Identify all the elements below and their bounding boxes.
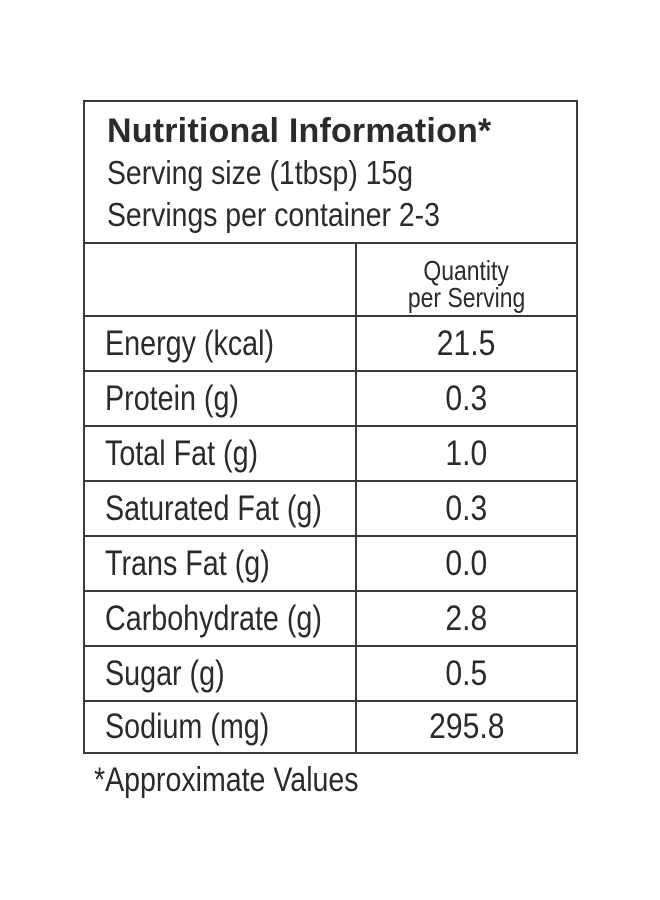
nutrient-name: Saturated Fat (g) <box>105 488 322 528</box>
nutrient-cell: Saturated Fat (g) <box>85 482 357 535</box>
footnote: *Approximate Values <box>94 761 359 799</box>
value-cell: 0.5 <box>357 647 576 700</box>
nutrient-name: Protein (g) <box>105 378 239 418</box>
nutrient-value: 21.5 <box>437 323 496 363</box>
value-cell: 295.8 <box>357 702 576 752</box>
nutrient-value: 1.0 <box>445 433 488 473</box>
value-cell: 21.5 <box>357 317 576 370</box>
table-title: Nutritional Information* <box>107 112 492 150</box>
nutrient-name: Sodium (mg) <box>105 707 270 746</box>
nutrient-name: Trans Fat (g) <box>105 543 270 583</box>
nutrient-value: 295.8 <box>428 707 505 746</box>
table-row: Carbohydrate (g) 2.8 <box>85 592 576 647</box>
nutrition-facts-table: Nutritional Information* Serving size (1… <box>83 100 578 754</box>
nutrient-name: Energy (kcal) <box>105 323 275 363</box>
nutrient-name: Sugar (g) <box>105 653 225 693</box>
nutrient-value: 0.0 <box>445 543 488 583</box>
nutrient-value: 2.8 <box>445 598 488 638</box>
nutrient-name: Total Fat (g) <box>105 433 259 473</box>
value-cell: 0.3 <box>357 482 576 535</box>
empty-header-cell <box>85 244 357 315</box>
nutrient-cell: Carbohydrate (g) <box>85 592 357 645</box>
nutrient-value: 0.3 <box>445 378 488 418</box>
nutrient-cell: Sugar (g) <box>85 647 357 700</box>
column-header-row: Quantity per Serving <box>85 244 576 317</box>
nutrient-cell: Energy (kcal) <box>85 317 357 370</box>
table-row: Total Fat (g) 1.0 <box>85 427 576 482</box>
nutrient-value: 0.5 <box>445 653 488 693</box>
table-row: Saturated Fat (g) 0.3 <box>85 482 576 537</box>
column-header-line1: Quantity <box>423 254 510 286</box>
value-cell: 1.0 <box>357 427 576 480</box>
table-row: Trans Fat (g) 0.0 <box>85 537 576 592</box>
nutrient-value: 0.3 <box>445 488 488 528</box>
column-header-line2: per Serving <box>407 281 526 313</box>
nutrient-name: Carbohydrate (g) <box>105 598 322 638</box>
table-row: Energy (kcal) 21.5 <box>85 317 576 372</box>
table-row: Sodium (mg) 295.8 <box>85 702 576 752</box>
nutrient-cell: Sodium (mg) <box>85 702 357 752</box>
value-cell: 0.3 <box>357 372 576 425</box>
table-header: Nutritional Information* Serving size (1… <box>85 102 576 244</box>
nutrient-cell: Total Fat (g) <box>85 427 357 480</box>
nutrient-cell: Protein (g) <box>85 372 357 425</box>
table-row: Protein (g) 0.3 <box>85 372 576 427</box>
servings-per-container: Servings per container 2-3 <box>107 196 440 233</box>
table-row: Sugar (g) 0.5 <box>85 647 576 702</box>
serving-size: Serving size (1tbsp) 15g <box>107 154 414 191</box>
value-cell: 2.8 <box>357 592 576 645</box>
value-cell: 0.0 <box>357 537 576 590</box>
quantity-column-header: Quantity per Serving <box>357 244 576 319</box>
nutrient-cell: Trans Fat (g) <box>85 537 357 590</box>
